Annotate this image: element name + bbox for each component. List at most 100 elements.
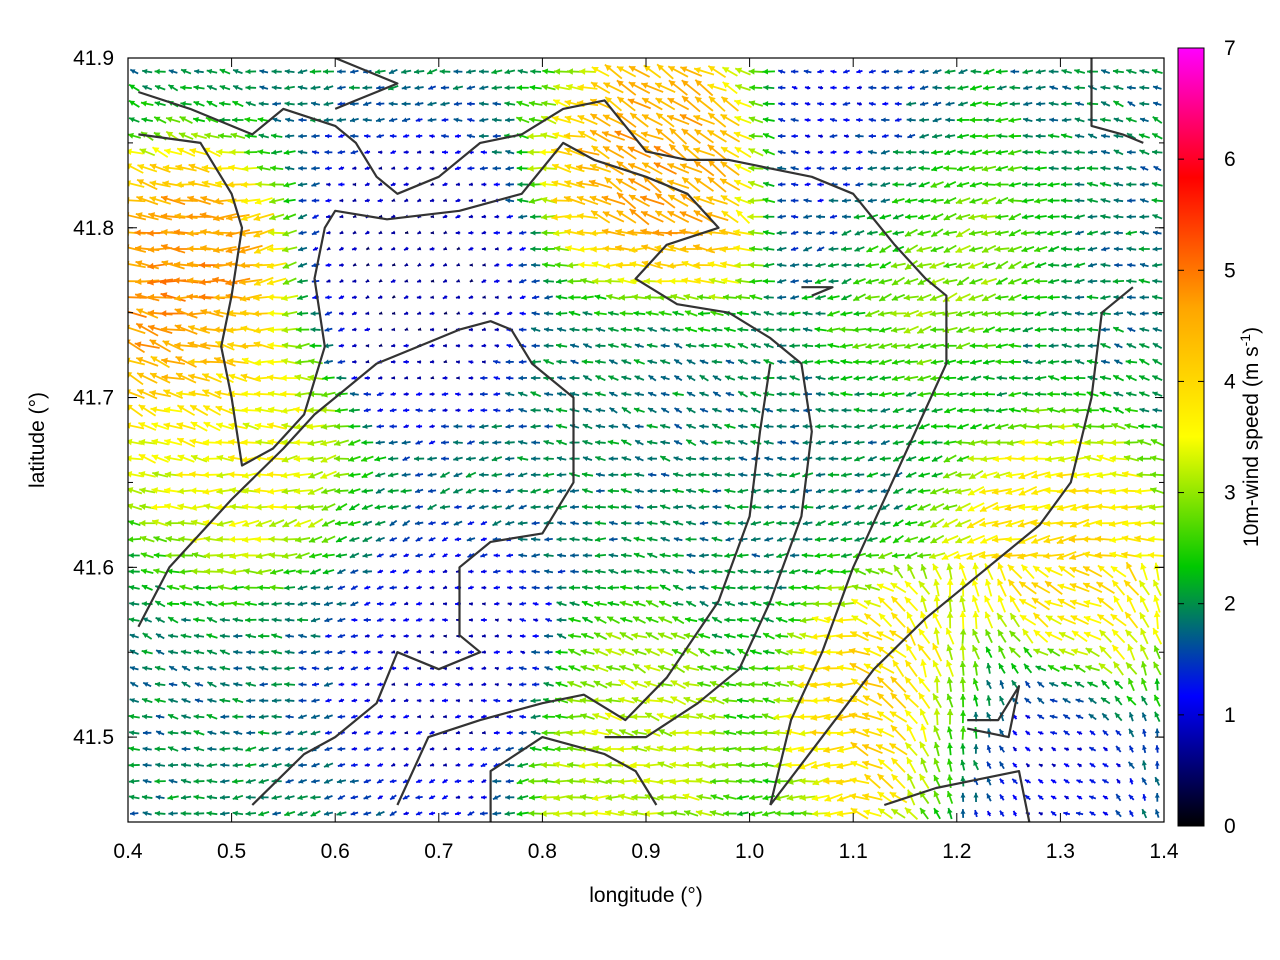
wind-arrow (800, 600, 815, 608)
wind-arrow (507, 585, 513, 590)
wind-arrow (428, 795, 436, 800)
wind-arrow (998, 745, 1005, 753)
wind-arrow (1097, 564, 1114, 579)
wind-arrow (737, 810, 749, 817)
wind-arrow (193, 762, 204, 768)
wind-arrow (298, 698, 307, 703)
wind-arrow (633, 584, 645, 591)
wind-arrow (1038, 763, 1043, 768)
wind-arrow (1038, 746, 1044, 752)
wind-arrow (298, 666, 307, 671)
wind-arrow (284, 810, 296, 817)
wind-arrow (220, 762, 230, 768)
wind-arrow (592, 648, 609, 657)
wind-arrow (541, 777, 556, 785)
wind-arrow (507, 618, 512, 623)
wind-arrow (736, 713, 750, 720)
wind-arrow (1047, 664, 1060, 673)
wind-arrow (878, 612, 893, 628)
wind-arrow (142, 746, 152, 752)
wind-arrow (531, 569, 540, 575)
wind-arrow (724, 633, 736, 639)
wind-arrow (947, 742, 953, 756)
wind-arrow (825, 584, 842, 592)
wind-arrow (1032, 565, 1049, 578)
wind-arrow (429, 730, 435, 735)
wind-arrow (155, 616, 166, 624)
wind-arrow (592, 664, 609, 673)
wind-arrow (876, 773, 894, 790)
wind-arrow (877, 596, 893, 612)
wind-arrow (1088, 746, 1097, 752)
wind-arrow (493, 698, 501, 703)
wind-arrow (455, 553, 461, 558)
wind-arrow (695, 809, 713, 817)
wind-arrow (776, 585, 787, 591)
wind-arrow (836, 664, 857, 672)
x-tick-label: 0.7 (424, 840, 453, 863)
wind-arrow (322, 569, 335, 575)
wind-arrow (877, 567, 893, 576)
wind-arrow (750, 600, 762, 607)
wind-arrow (531, 649, 541, 655)
wind-arrow (165, 535, 181, 543)
wind-arrow (258, 601, 270, 607)
wind-arrow (429, 698, 435, 703)
wind-arrow (1112, 661, 1124, 676)
wind-arrow (416, 601, 423, 606)
wind-arrow (660, 568, 671, 575)
wind-arrow (643, 762, 661, 769)
wind-arrow (960, 792, 966, 802)
wind-arrow (442, 778, 448, 784)
wind-arrow (480, 536, 487, 542)
wind-arrow (723, 746, 737, 753)
wind-arrow (736, 794, 750, 801)
wind-arrow (918, 773, 930, 790)
wind-arrow (645, 631, 660, 641)
wind-arrow (798, 760, 817, 770)
wind-arrow (232, 794, 244, 801)
wind-arrow (695, 761, 713, 769)
wind-arrow (219, 697, 231, 704)
wind-arrow (506, 730, 513, 735)
wind-arrow (324, 665, 333, 671)
wind-arrow (748, 762, 763, 769)
wind-arrow (1115, 809, 1122, 818)
wind-arrow (377, 569, 384, 574)
wind-arrow (203, 568, 220, 575)
wind-arrow (142, 730, 152, 736)
wind-arrow (311, 762, 320, 768)
x-tick-label: 0.4 (113, 840, 143, 863)
wind-arrow (206, 600, 218, 607)
wind-arrow (1062, 713, 1071, 720)
wind-arrow (310, 633, 321, 639)
wind-arrow (454, 811, 462, 816)
wind-arrow (1098, 662, 1113, 675)
wind-arrow (269, 568, 284, 575)
wind-arrow (659, 552, 671, 559)
wind-arrow (363, 778, 372, 784)
wind-arrow (724, 617, 736, 623)
wind-arrow (581, 616, 594, 624)
wind-arrow (467, 552, 475, 558)
wind-arrow (582, 536, 593, 542)
plot-background (128, 58, 1164, 822)
wind-arrow (1009, 612, 1021, 628)
wind-arrow (442, 617, 448, 623)
wind-arrow (1152, 627, 1163, 645)
wind-arrow (876, 710, 894, 723)
wind-arrow (567, 713, 582, 721)
wind-arrow (920, 723, 928, 742)
wind-arrow (206, 681, 217, 688)
wind-arrow (403, 649, 409, 654)
wind-arrow (723, 713, 737, 720)
wind-arrow (1129, 777, 1134, 785)
wind-arrow (246, 649, 256, 655)
wind-arrow (904, 709, 918, 725)
wind-arrow (179, 584, 193, 591)
wind-arrow (932, 693, 942, 709)
wind-arrow (556, 536, 567, 542)
wind-arrow (863, 809, 882, 817)
wind-arrow (920, 659, 927, 678)
wind-arrow (336, 778, 347, 784)
